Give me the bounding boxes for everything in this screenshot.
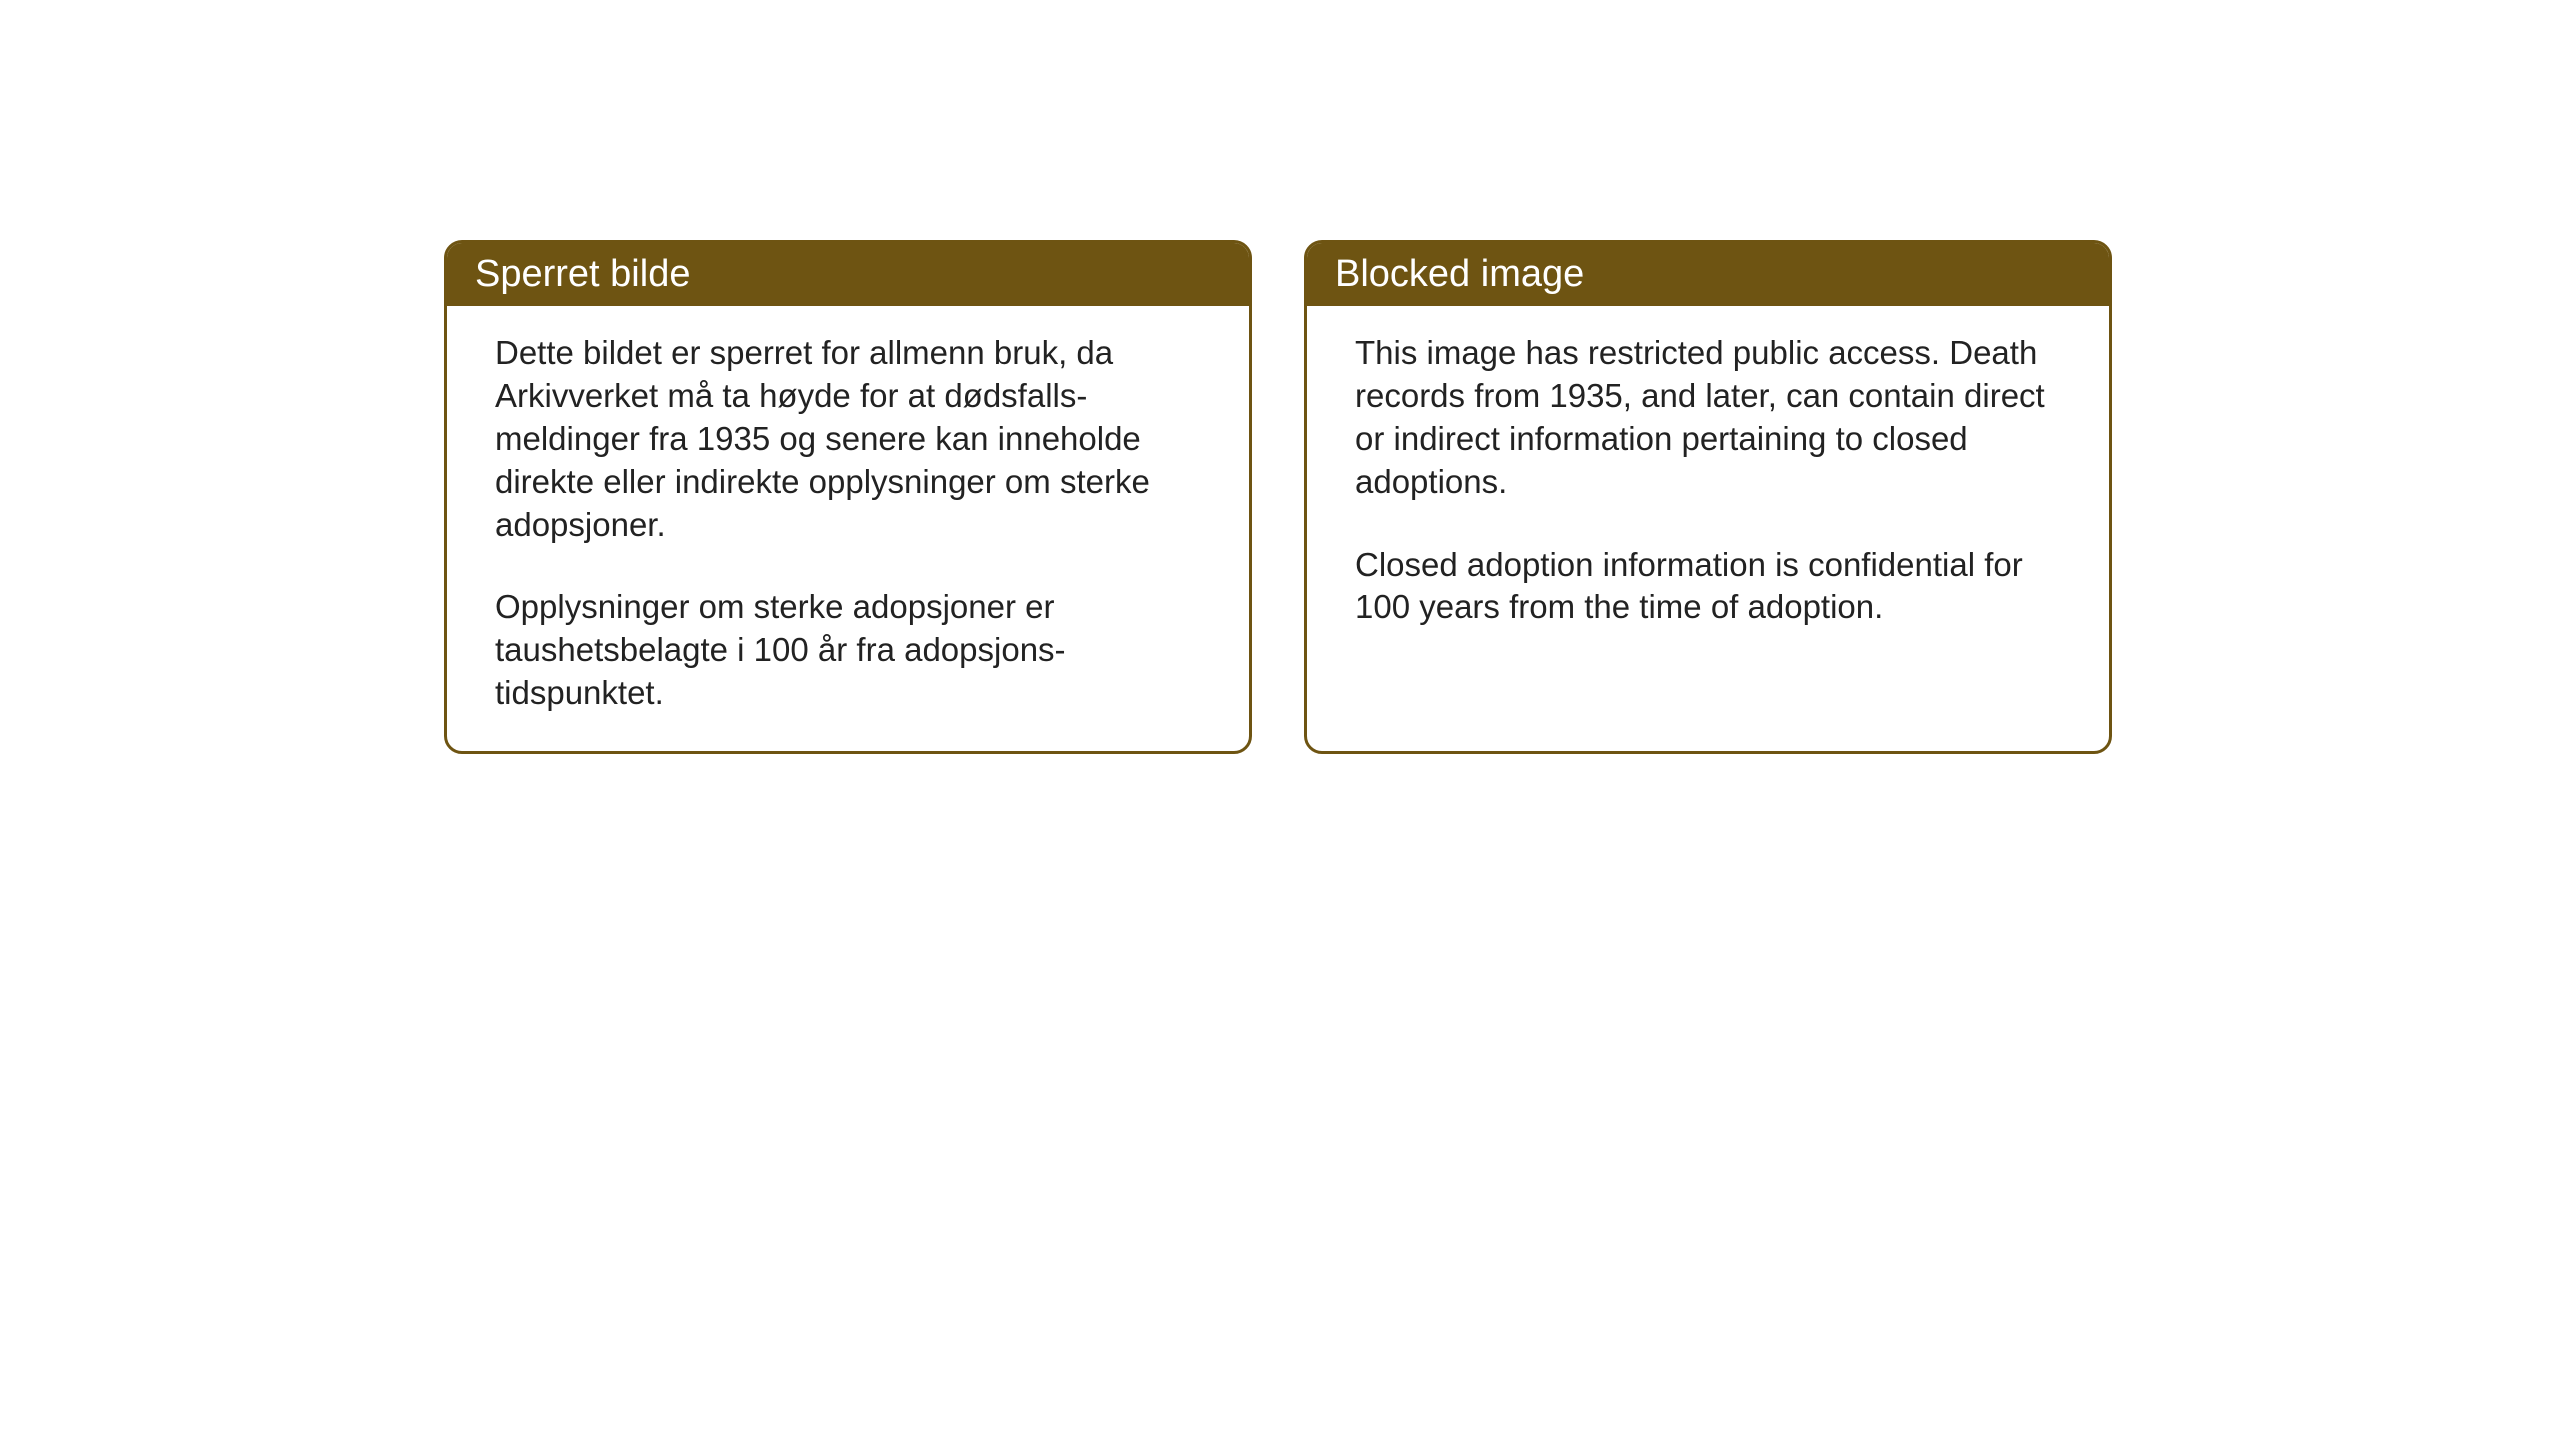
card-paragraph-2-english: Closed adoption information is confident… bbox=[1355, 544, 2061, 630]
card-header-english: Blocked image bbox=[1307, 243, 2109, 306]
card-body-norwegian: Dette bildet er sperret for allmenn bruk… bbox=[447, 306, 1249, 751]
card-title-norwegian: Sperret bilde bbox=[475, 253, 690, 295]
card-header-norwegian: Sperret bilde bbox=[447, 243, 1249, 306]
notice-card-norwegian: Sperret bilde Dette bildet er sperret fo… bbox=[444, 240, 1252, 754]
card-paragraph-2-norwegian: Opplysninger om sterke adopsjoner er tau… bbox=[495, 586, 1201, 715]
card-paragraph-1-norwegian: Dette bildet er sperret for allmenn bruk… bbox=[495, 332, 1201, 546]
card-title-english: Blocked image bbox=[1335, 253, 1584, 295]
card-body-english: This image has restricted public access.… bbox=[1307, 306, 2109, 706]
card-paragraph-1-english: This image has restricted public access.… bbox=[1355, 332, 2061, 504]
notice-card-english: Blocked image This image has restricted … bbox=[1304, 240, 2112, 754]
notice-container: Sperret bilde Dette bildet er sperret fo… bbox=[444, 240, 2112, 754]
